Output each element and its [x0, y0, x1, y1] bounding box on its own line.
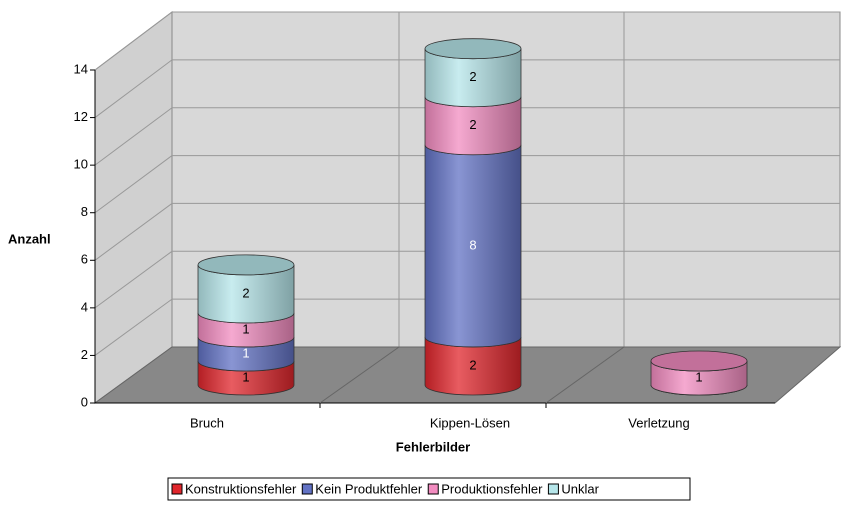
y-tick-label: 4: [81, 299, 88, 314]
data-label: 2: [242, 285, 249, 300]
floor-divider: [319, 346, 400, 404]
cylinder-top: [197, 254, 295, 276]
legend-swatch: [547, 483, 559, 495]
legend-swatch: [171, 483, 183, 495]
y-tick-label: 2: [81, 347, 88, 362]
x-axis-title: Fehlerbilder: [396, 439, 470, 454]
legend-label: Unklar: [561, 481, 599, 496]
legend-label: Produktionsfehler: [441, 481, 543, 496]
y-axis-title: Anzahl: [8, 231, 51, 246]
cylinder-top: [650, 350, 748, 372]
legend-swatch: [427, 483, 439, 495]
y-tick-label: 10: [74, 157, 88, 172]
y-tick-label: 6: [81, 252, 88, 267]
x-tick-label: Bruch: [190, 415, 224, 430]
data-label: 2: [469, 117, 476, 132]
grid-line: [94, 155, 173, 214]
legend-label: Konstruktionsfehler: [185, 481, 297, 496]
data-label: 1: [242, 345, 249, 360]
legend-swatch: [301, 483, 313, 495]
x-tick-label: Verletzung: [628, 415, 689, 430]
y-tick-label: 14: [74, 61, 88, 76]
grid-line: [94, 11, 173, 71]
data-label: 2: [469, 357, 476, 372]
grid-line: [94, 59, 173, 118]
legend-label: Kein Produktfehler: [315, 481, 423, 496]
data-label: 1: [242, 321, 249, 336]
cylinder-top: [424, 38, 522, 60]
floor-divider: [545, 346, 625, 404]
grid-line: [94, 298, 173, 356]
grid-line: [94, 203, 173, 261]
y-tick-label: 8: [81, 204, 88, 219]
y-tick-label: 12: [74, 109, 88, 124]
y-tick-label: 0: [81, 394, 88, 409]
data-label: 1: [242, 369, 249, 384]
data-label: 8: [469, 237, 476, 252]
x-tick-label: Kippen-Lösen: [430, 415, 510, 430]
grid-line: [94, 107, 173, 166]
grid-line: [94, 250, 173, 309]
data-label: 1: [695, 369, 702, 384]
left-wall: [94, 10, 173, 404]
data-label: 2: [469, 69, 476, 84]
